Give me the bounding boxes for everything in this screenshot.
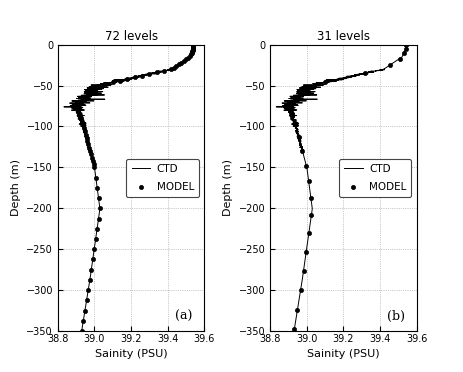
CTD — [305, 174, 311, 179]
MODEL — [290, 100, 296, 104]
CTD — [80, 320, 86, 325]
CTD — [403, 42, 408, 47]
MODEL — [300, 149, 305, 153]
X-axis label: Sainity (PSU): Sainity (PSU) — [95, 349, 168, 359]
CTD — [293, 320, 298, 325]
Line: MODEL: MODEL — [75, 42, 195, 333]
MODEL — [189, 51, 194, 55]
MODEL — [363, 71, 368, 76]
CTD — [301, 268, 307, 272]
CTD — [291, 329, 297, 333]
MODEL — [294, 308, 300, 312]
CTD — [307, 182, 312, 186]
Y-axis label: Depth (m): Depth (m) — [223, 159, 233, 217]
MODEL — [306, 179, 312, 183]
MODEL — [301, 268, 307, 273]
MODEL — [83, 132, 88, 137]
MODEL — [78, 116, 83, 121]
Line: CTD: CTD — [64, 45, 194, 331]
Line: MODEL: MODEL — [289, 42, 408, 331]
CTD — [80, 321, 86, 325]
Text: (a): (a) — [175, 310, 193, 323]
MODEL — [387, 63, 393, 67]
MODEL — [301, 89, 307, 93]
CTD — [79, 329, 84, 333]
Legend: CTD, MODEL: CTD, MODEL — [339, 159, 412, 198]
CTD — [93, 174, 99, 179]
Text: (b): (b) — [387, 310, 405, 323]
MODEL — [322, 80, 328, 84]
X-axis label: Sainity (PSU): Sainity (PSU) — [307, 349, 380, 359]
MODEL — [296, 135, 301, 140]
MODEL — [397, 56, 402, 61]
MODEL — [308, 195, 314, 200]
MODEL — [306, 231, 312, 235]
MODEL — [309, 213, 314, 217]
MODEL — [401, 51, 407, 55]
MODEL — [288, 110, 294, 115]
MODEL — [304, 164, 309, 168]
CTD — [396, 57, 401, 61]
Title: 72 levels: 72 levels — [105, 31, 158, 44]
MODEL — [292, 122, 298, 126]
MODEL — [304, 250, 309, 254]
MODEL — [79, 329, 84, 333]
CTD — [88, 268, 94, 272]
CTD — [293, 321, 298, 325]
MODEL — [298, 288, 303, 292]
MODEL — [176, 62, 181, 67]
Title: 31 levels: 31 levels — [317, 31, 370, 44]
MODEL — [403, 42, 408, 47]
CTD — [183, 57, 189, 61]
Y-axis label: Depth (m): Depth (m) — [11, 159, 21, 217]
MODEL — [292, 327, 297, 332]
Legend: CTD, MODEL: CTD, MODEL — [126, 159, 199, 198]
Line: CTD: CTD — [276, 45, 406, 331]
CTD — [94, 182, 100, 186]
MODEL — [191, 42, 196, 47]
MODEL — [403, 46, 408, 51]
CTD — [191, 42, 196, 47]
MODEL — [139, 74, 145, 78]
MODEL — [86, 142, 91, 147]
